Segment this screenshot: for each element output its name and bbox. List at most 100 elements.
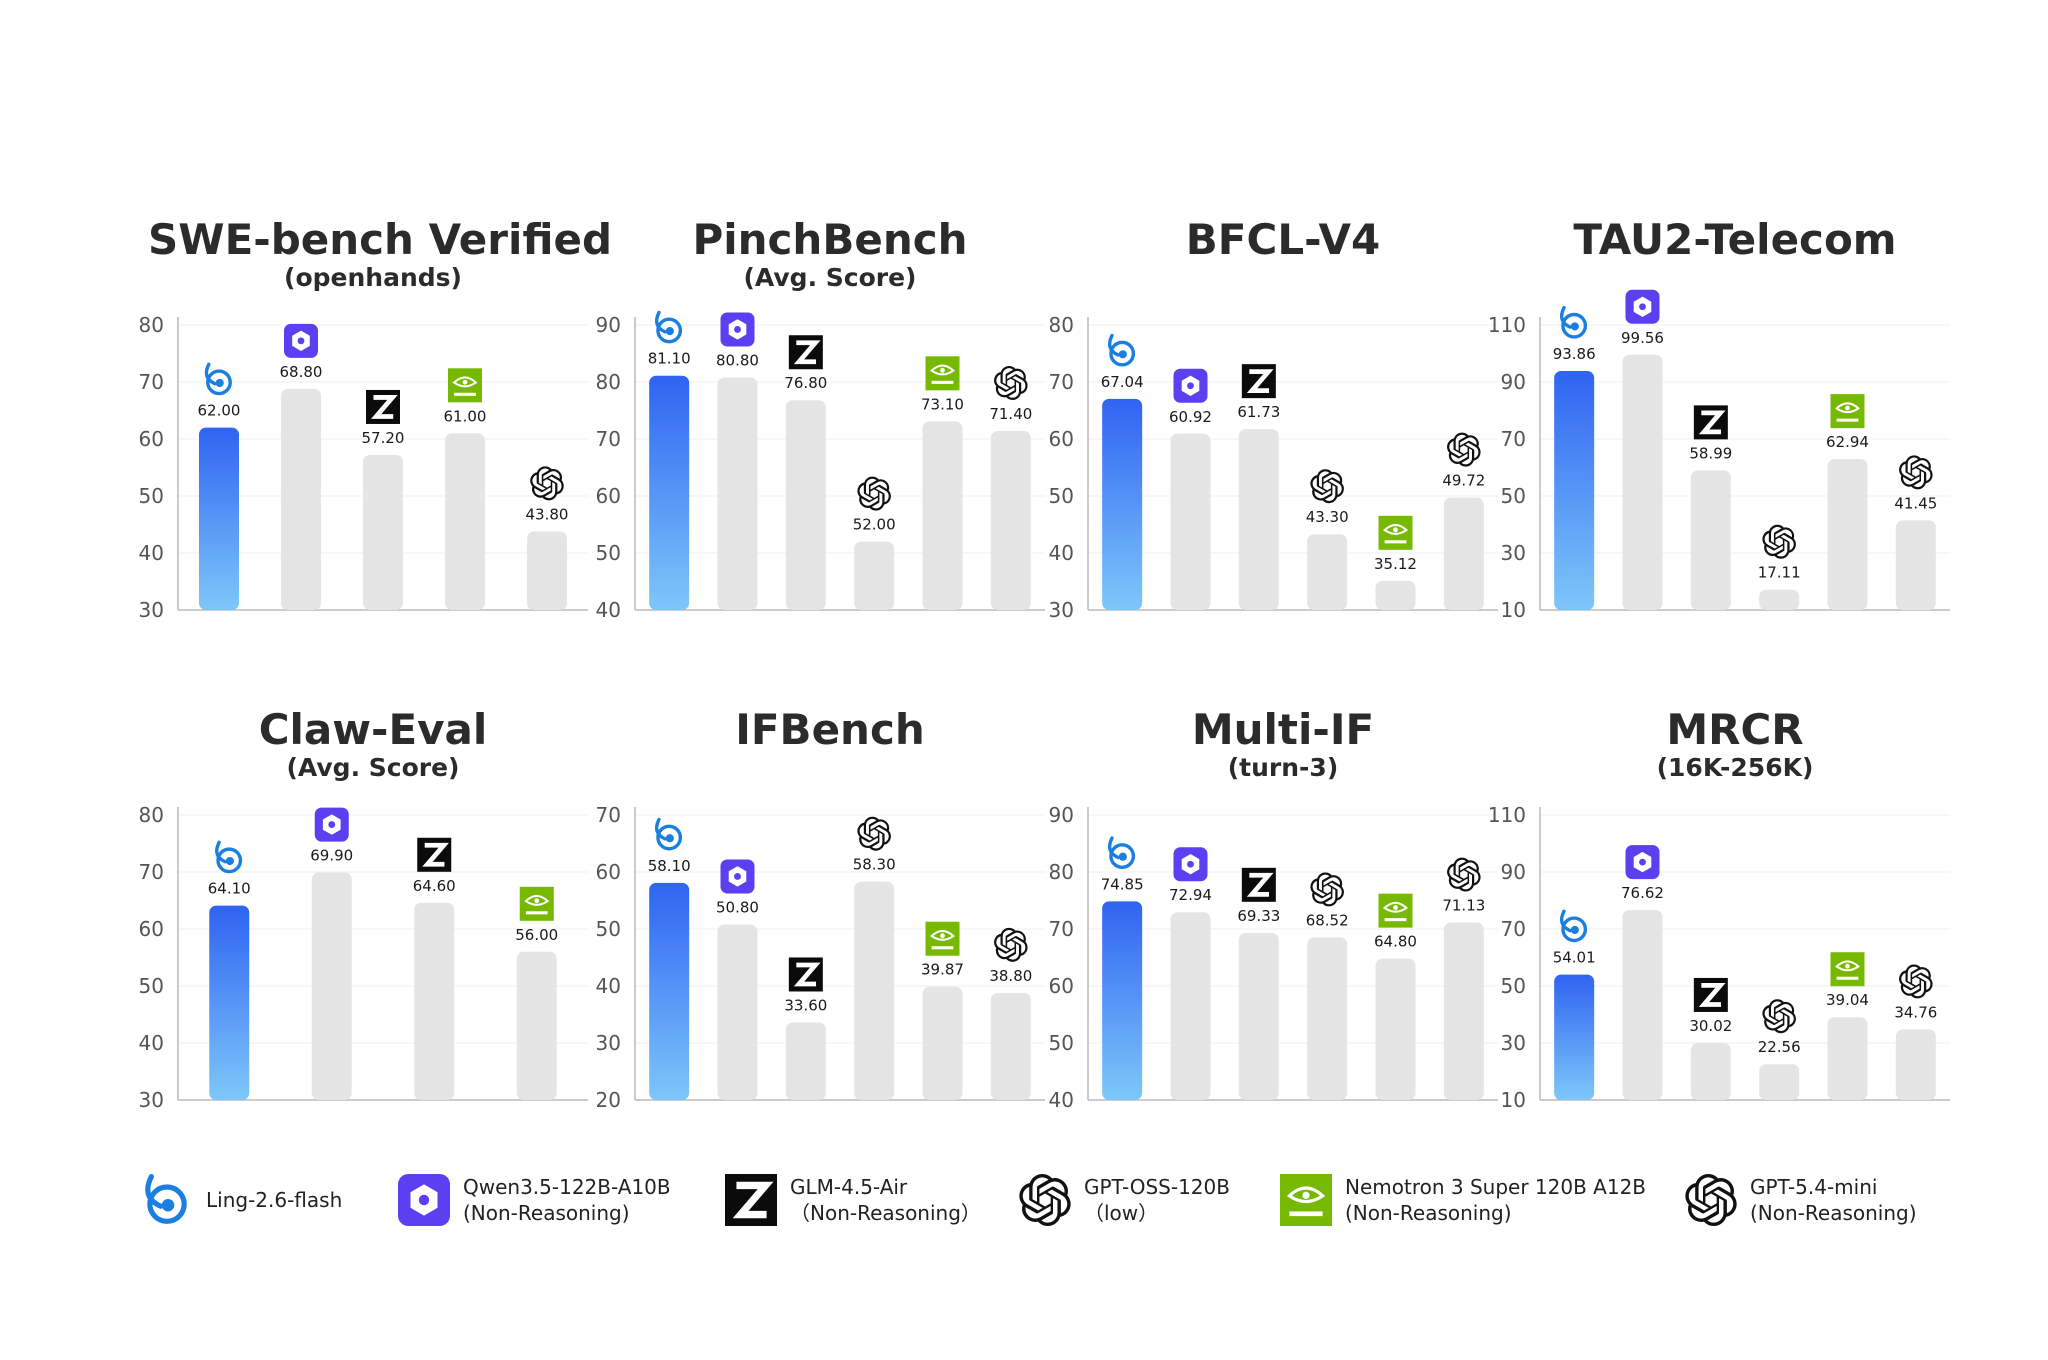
- data-label: 56.00: [515, 926, 558, 944]
- data-label: 76.80: [784, 374, 827, 392]
- bar-nemotron: [1375, 958, 1416, 1100]
- nvidia-logo-icon: [519, 886, 554, 921]
- bar-ling: [199, 427, 239, 610]
- data-label: 35.12: [1374, 555, 1417, 573]
- y-tick-label: 80: [1049, 313, 1074, 337]
- legend-label: GPT-5.4-mini (Non-Reasoning): [1750, 1174, 1917, 1226]
- bar-ling: [1102, 901, 1143, 1100]
- legend-label: Nemotron 3 Super 120B A12B (Non-Reasoning…: [1345, 1174, 1646, 1226]
- data-label: 34.76: [1894, 1003, 1937, 1021]
- bar-qwen: [1170, 433, 1211, 610]
- bar-gptmini: [990, 431, 1031, 610]
- data-label: 67.04: [1101, 373, 1144, 391]
- y-tick-label: 50: [596, 541, 621, 565]
- data-label: 43.30: [1306, 508, 1349, 526]
- y-tick-label: 50: [1501, 974, 1526, 998]
- y-tick-label: 70: [596, 803, 621, 827]
- data-label: 69.33: [1237, 907, 1280, 925]
- bar-glm: [1238, 932, 1279, 1100]
- data-label: 30.02: [1689, 1017, 1732, 1035]
- legend-model-mode: (Non-Reasoning): [1345, 1201, 1512, 1225]
- y-tick-label: 30: [1049, 598, 1074, 622]
- data-label: 60.92: [1169, 408, 1212, 426]
- y-tick-label: 90: [1049, 803, 1074, 827]
- openai-logo-icon: [994, 927, 1028, 962]
- bar-qwen: [311, 872, 352, 1100]
- data-label: 93.86: [1553, 345, 1596, 363]
- data-label: 69.90: [310, 847, 353, 865]
- bar-gptoss: [1307, 937, 1348, 1100]
- qwen-logo-icon: [1173, 368, 1208, 403]
- y-tick-label: 70: [1501, 427, 1526, 451]
- bar-chart: 10 30 50 70 90 110 54.01 76.62 30.02 22.56 39.04 34…: [1488, 803, 1950, 1112]
- y-tick-label: 70: [139, 370, 164, 394]
- chart-panel: Multi-IF (turn-3) 40 50 60 70 80 90 74.85 72.94 69…: [1049, 705, 1508, 1145]
- openai-logo-icon: [1310, 872, 1344, 907]
- bar-ling: [1554, 370, 1595, 610]
- qwen-logo-icon: [720, 312, 755, 347]
- legend-model-mode: （Non-Reasoning）: [790, 1201, 981, 1225]
- legend-item-glm: GLM-4.5-Air （Non-Reasoning）: [722, 1160, 981, 1240]
- bar-gptoss: [1759, 1064, 1800, 1100]
- bar-gptmini: [527, 531, 567, 610]
- chart-title: Claw-Eval: [258, 705, 488, 754]
- legend-model-name: Qwen3.5-122B-A10B: [463, 1175, 671, 1199]
- bar-nemotron: [1827, 1017, 1868, 1100]
- openai-logo-icon: [1899, 455, 1933, 490]
- bar-chart: 10 30 50 70 90 110 93.86 99.56 58.99 17.11 62.94 41…: [1488, 289, 1950, 622]
- bar-glm: [1690, 470, 1731, 610]
- data-label: 80.80: [716, 351, 759, 369]
- y-tick-label: 70: [139, 860, 164, 884]
- chart-panel: IFBench 20 30 40 50 60 70 58.10 50.80 33.60 58.30 3…: [596, 705, 1055, 1145]
- openai-logo-icon: [1685, 1174, 1737, 1227]
- zhipu-z-logo-icon: [1693, 977, 1728, 1012]
- bar-gptoss: [854, 881, 895, 1100]
- legend-label: GLM-4.5-Air （Non-Reasoning）: [790, 1174, 981, 1226]
- data-label: 64.60: [413, 877, 456, 895]
- bar-qwen: [717, 924, 758, 1100]
- legend-model-name: Nemotron 3 Super 120B A12B: [1345, 1175, 1647, 1199]
- data-label: 58.10: [648, 857, 691, 875]
- y-tick-label: 30: [139, 1088, 164, 1112]
- y-tick-label: 60: [1049, 427, 1074, 451]
- nvidia-logo-icon: [1830, 394, 1865, 429]
- y-tick-label: 90: [1501, 860, 1526, 884]
- bar-nemotron: [516, 951, 557, 1100]
- openai-logo-icon: [1447, 432, 1481, 467]
- chart-subtitle: (turn-3): [1227, 753, 1339, 782]
- bar-ling: [649, 375, 690, 610]
- bar-gptoss: [1307, 534, 1348, 610]
- zhipu-z-logo-icon: [1241, 364, 1276, 399]
- y-tick-label: 80: [596, 370, 621, 394]
- data-label: 58.30: [853, 856, 896, 874]
- legend: Ling-2.6-flash Qwen3.5-122B-A10B (Non-Reas…: [0, 1160, 2048, 1240]
- y-tick-label: 40: [139, 1031, 164, 1055]
- y-tick-label: 90: [1501, 370, 1526, 394]
- bar-qwen: [717, 377, 758, 610]
- openai-logo-icon: [1447, 857, 1481, 892]
- data-label: 52.00: [853, 516, 896, 534]
- data-label: 68.80: [280, 363, 323, 381]
- chart-subtitle: (Avg. Score): [286, 753, 460, 782]
- data-label: 61.73: [1237, 403, 1280, 421]
- data-label: 81.10: [648, 350, 691, 368]
- legend-label: Ling-2.6-flash: [206, 1187, 342, 1213]
- bar-qwen: [1622, 354, 1663, 610]
- nvidia-logo-icon: [448, 368, 482, 403]
- bar-gptmini: [1895, 1029, 1936, 1100]
- chart-title: TAU2-Telecom: [1573, 215, 1897, 264]
- data-label: 49.72: [1442, 472, 1485, 490]
- bar-ling: [209, 905, 250, 1100]
- legend-item-ling: Ling-2.6-flash: [138, 1160, 342, 1240]
- y-tick-label: 40: [139, 541, 164, 565]
- bar-glm: [785, 400, 826, 610]
- nvidia-logo-icon: [1830, 952, 1865, 987]
- bar-qwen: [1170, 912, 1211, 1100]
- y-tick-label: 60: [1049, 974, 1074, 998]
- ling-logo-icon: [1107, 333, 1136, 367]
- y-tick-label: 50: [139, 484, 164, 508]
- y-tick-label: 10: [1501, 1088, 1526, 1112]
- qwen-logo-icon: [720, 859, 755, 894]
- data-label: 76.62: [1621, 884, 1664, 902]
- data-label: 64.10: [208, 880, 251, 898]
